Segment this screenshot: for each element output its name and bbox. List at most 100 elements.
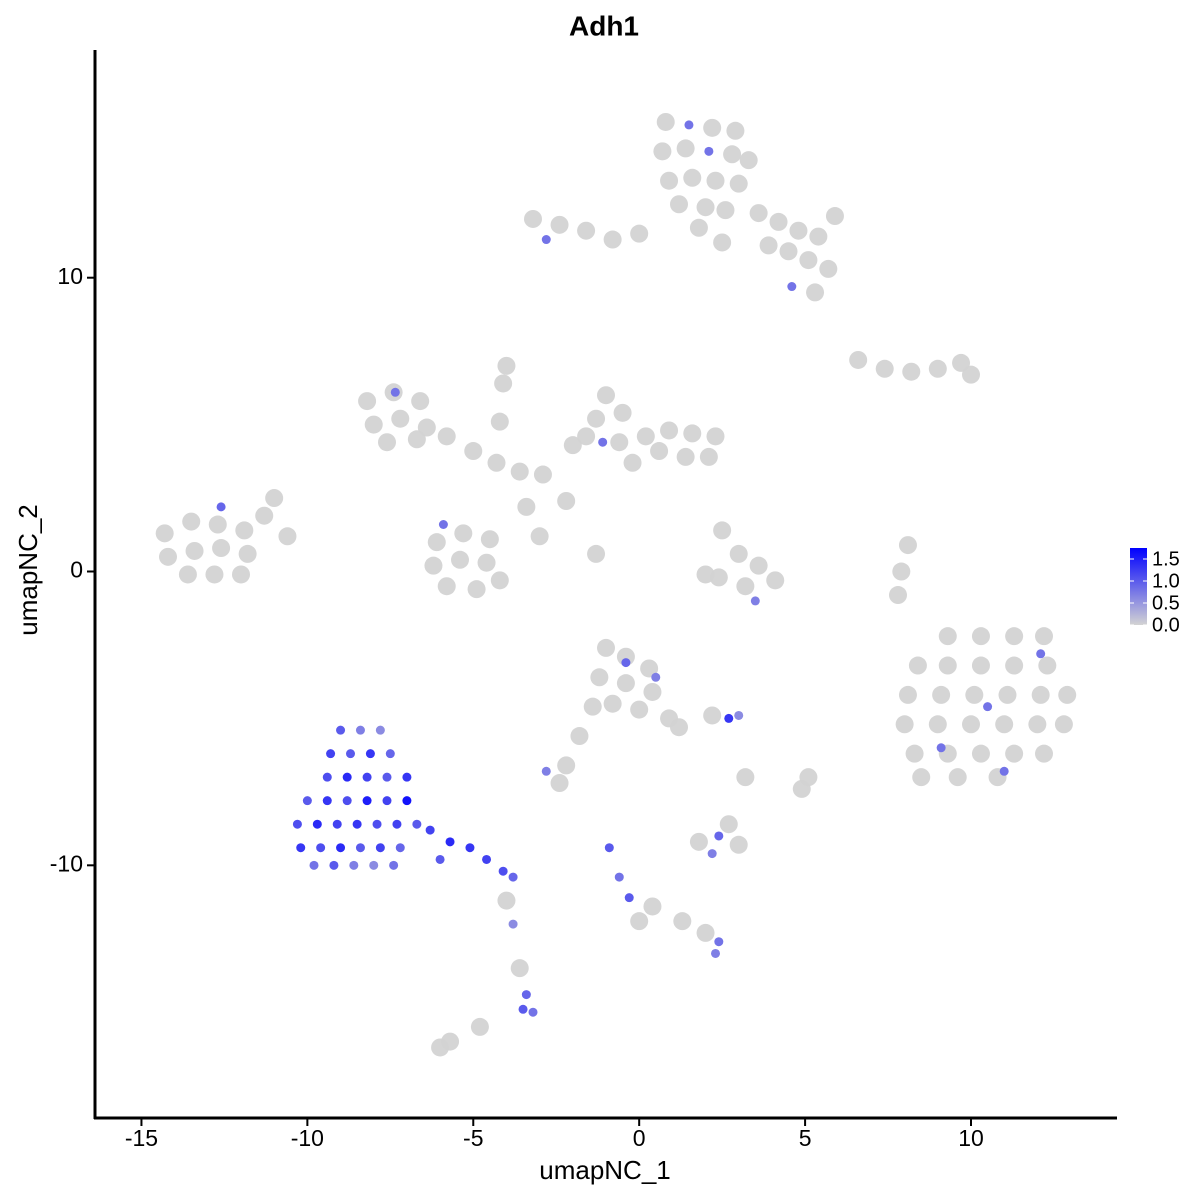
cell-point xyxy=(364,415,383,434)
cell-point xyxy=(623,453,642,472)
cell-point xyxy=(713,233,732,252)
cell-point xyxy=(407,430,426,449)
cell-point xyxy=(550,774,569,793)
cell-point xyxy=(999,766,1009,776)
cell-point xyxy=(1038,656,1057,675)
cell-point xyxy=(402,772,412,782)
cell-point xyxy=(155,524,174,543)
cell-point xyxy=(159,547,177,566)
cell-point xyxy=(703,706,722,725)
cell-point xyxy=(676,447,695,466)
cell-point xyxy=(336,843,346,853)
cell-point xyxy=(587,544,606,563)
x-tick-label: -5 xyxy=(463,1125,483,1151)
cell-point xyxy=(497,891,516,910)
cell-point xyxy=(630,224,649,243)
cell-point xyxy=(205,565,224,584)
cell-point xyxy=(494,374,513,393)
cell-point xyxy=(603,694,622,713)
cell-point xyxy=(362,796,372,806)
cell-point xyxy=(998,685,1017,704)
cell-point xyxy=(352,819,362,829)
cell-point xyxy=(643,682,662,701)
cell-point xyxy=(849,350,868,369)
cell-point xyxy=(517,497,536,516)
cell-point xyxy=(962,715,980,734)
colorbar-label: 1.0 xyxy=(1152,570,1180,592)
cell-point xyxy=(729,835,748,854)
cell-point xyxy=(598,437,608,447)
cell-point xyxy=(684,120,694,130)
cell-point xyxy=(719,815,738,834)
cell-point xyxy=(390,387,400,397)
cell-point xyxy=(464,442,483,461)
cell-point xyxy=(232,565,250,584)
cell-point xyxy=(424,556,443,575)
x-tick-label: -15 xyxy=(125,1125,158,1151)
cell-point xyxy=(971,744,990,763)
cell-point xyxy=(524,209,542,228)
cell-point xyxy=(676,139,695,158)
cell-point xyxy=(570,727,589,746)
cell-point xyxy=(437,427,456,446)
cell-point xyxy=(604,843,614,853)
cell-point xyxy=(889,586,907,605)
cell-point xyxy=(445,837,455,847)
cell-point xyxy=(706,171,725,190)
cell-point xyxy=(616,674,635,693)
cell-point xyxy=(369,860,379,870)
cell-point xyxy=(724,713,734,723)
x-tick-label: 5 xyxy=(799,1125,812,1151)
cell-point xyxy=(789,221,808,240)
cell-point xyxy=(454,524,473,543)
cell-point xyxy=(411,392,430,411)
cell-point xyxy=(673,912,692,931)
cell-point xyxy=(729,174,748,193)
y-axis-label: umapNC_2 xyxy=(13,504,43,636)
cell-point xyxy=(971,627,990,646)
cell-point xyxy=(689,218,708,237)
cell-point xyxy=(670,195,688,214)
cell-point xyxy=(577,427,596,446)
cell-point xyxy=(799,768,818,787)
cell-point xyxy=(875,359,894,378)
x-axis-label: umapNC_1 xyxy=(539,1155,671,1185)
cell-point xyxy=(465,843,475,853)
cell-point xyxy=(1031,685,1050,704)
cell-point xyxy=(417,418,436,437)
cell-point xyxy=(603,230,622,249)
cell-point xyxy=(355,725,365,735)
cell-point xyxy=(316,843,326,853)
cell-point xyxy=(952,353,971,372)
cell-point xyxy=(577,221,596,240)
cell-point xyxy=(375,725,385,735)
cell-point xyxy=(689,832,708,851)
cell-point xyxy=(487,453,506,472)
x-tick-label: 0 xyxy=(633,1125,646,1151)
cell-point xyxy=(212,539,231,558)
cell-point xyxy=(358,392,377,411)
cell-point xyxy=(630,700,649,719)
cell-point xyxy=(375,843,385,853)
cell-point xyxy=(759,236,778,255)
cell-point xyxy=(528,1007,538,1017)
cell-point xyxy=(435,854,445,864)
cell-point xyxy=(699,447,718,466)
cell-point xyxy=(636,427,655,446)
cell-point xyxy=(557,491,576,510)
chart-title: Adh1 xyxy=(569,10,639,41)
cell-point xyxy=(1005,744,1024,763)
cell-point xyxy=(729,544,748,563)
cell-point xyxy=(480,530,499,549)
cell-point xyxy=(928,715,947,734)
cell-point xyxy=(716,201,735,220)
cell-point xyxy=(583,697,602,716)
cell-point xyxy=(995,715,1014,734)
cell-point xyxy=(563,436,582,455)
cell-point xyxy=(750,596,760,606)
cell-point xyxy=(1028,715,1047,734)
cell-point xyxy=(713,521,732,540)
cell-point xyxy=(490,571,509,590)
cell-point xyxy=(557,756,576,775)
cell-point xyxy=(265,489,284,508)
